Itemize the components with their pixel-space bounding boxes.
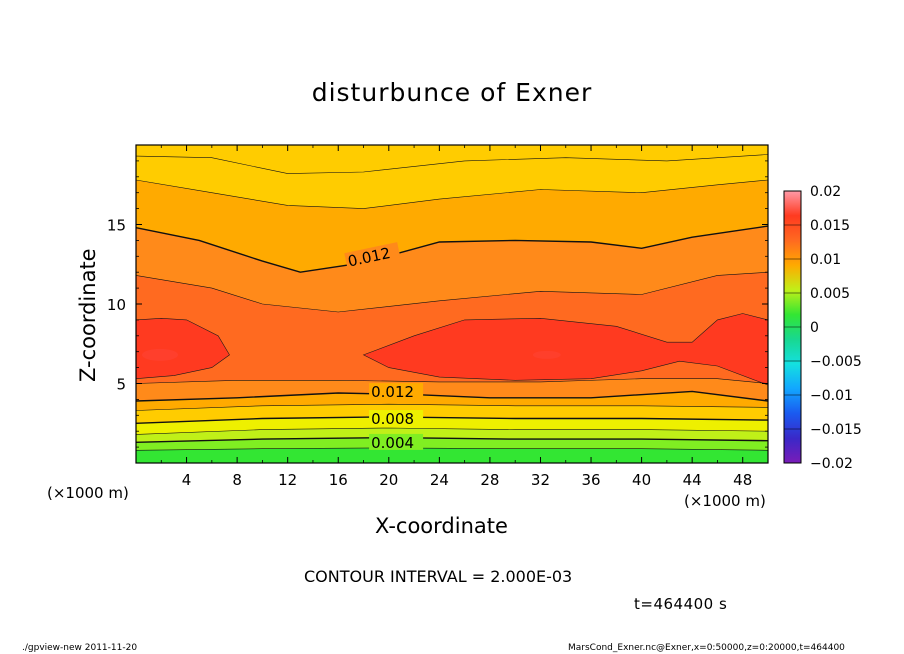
x-tick-label-28: 28 [480,471,499,489]
band-0.000 [136,447,768,463]
y-tick-label-5: 5 [116,376,126,394]
band-0.018-right [532,350,561,359]
contour-line-0.010 [136,403,768,411]
band-0.006 [136,416,768,435]
contour-line-0.012b [136,390,768,402]
band-0.012-upper [136,226,768,312]
y-axis-label: Z-coordinate [76,248,100,382]
contour-label-group-3: 0.004 [369,433,424,452]
y-tick-label-15: 15 [107,217,126,235]
contour-line-0.010t [136,179,768,209]
band-0.002 [136,437,768,451]
x-tick-label-36: 36 [581,471,600,489]
contour-line-0.008t [136,154,768,174]
x-tick-label-48: 48 [733,471,752,489]
colorbar-tick-label: −0.02 [810,456,853,472]
colorbar-tick-label: −0.015 [810,422,862,438]
x-tick-label-40: 40 [632,471,651,489]
contour-label-bg-1 [369,383,424,400]
contour-label-3: 0.004 [371,434,414,452]
time-label: t=464400 s [634,595,728,613]
x-tick-label-24: 24 [430,471,449,489]
x-tick-label-44: 44 [683,471,702,489]
colorbar-tick-label: −0.005 [810,354,862,370]
x-tick-label-16: 16 [329,471,348,489]
x-tick-label-32: 32 [531,471,550,489]
contour-line-0.002 [136,447,768,451]
chart-title: disturbunce of Exner [311,78,593,107]
band-0.008 [136,404,768,424]
contour-line-0.014b [136,378,768,384]
band-0.018-left [142,348,179,361]
x-unit-label-left: (×1000 m) [47,484,129,502]
footer-right-text: MarsCond_Exner.nc@Exner,x=0:50000,z=0:20… [568,643,845,653]
band-0.008-upper [136,154,768,209]
contour-label-1: 0.012 [371,383,414,401]
x-tick-label-12: 12 [278,471,297,489]
colorbar-tick-label: 0.005 [810,286,850,302]
x-tick-label-8: 8 [232,471,242,489]
contour-line-0.006 [136,427,768,435]
contour-label-2: 0.008 [371,410,414,428]
colorbar-tick-label: 0.02 [810,184,841,200]
contour-label-bg-2 [369,410,424,427]
colorbar-tick-label: 0.015 [810,218,850,234]
colorbar-tick-label: 0 [810,320,819,336]
contour-label-group-2: 0.008 [369,410,424,428]
x-unit-label-right: (×1000 m) [684,492,766,510]
band-0.010-upper [136,180,768,273]
band-0.016-right [362,313,768,386]
contour-line-0.012t [136,225,768,273]
footer-left-text: ./gpview-new 2011-11-20 [22,643,138,653]
contour-label-group-1: 0.012 [369,383,424,401]
contour-interval-label: CONTOUR INTERVAL = 2.000E-03 [304,567,573,586]
colorbar-tick-label: −0.01 [810,388,853,404]
band-0.016-left [136,317,230,380]
contour-line-0.004 [136,436,768,443]
contour-label-bg-0 [344,242,401,269]
colorbar-tick-label: 0.01 [810,252,841,268]
band-0.012 [136,378,768,401]
x-axis-label: X-coordinate [375,514,508,538]
contour-line-0.008 [136,416,768,424]
band-top [136,145,768,174]
contour-line-0.014t [136,271,768,313]
x-tick-label-4: 4 [182,471,192,489]
x-tick-label-20: 20 [379,471,398,489]
contour-label-bg-3 [369,433,424,450]
y-tick-label-10: 10 [107,296,126,314]
